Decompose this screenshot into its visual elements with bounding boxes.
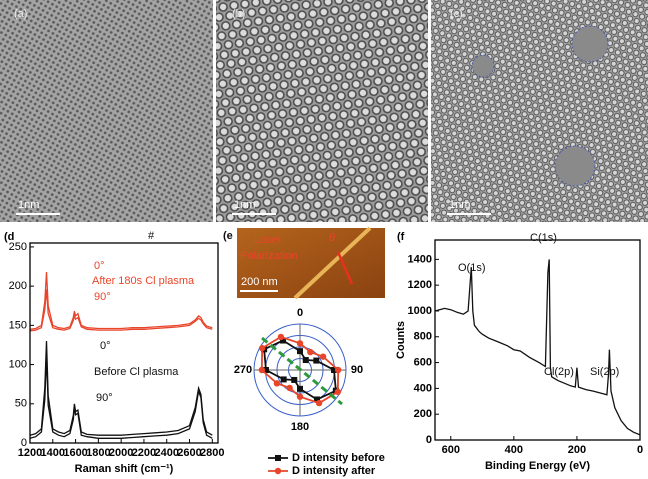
annotation: 90° [96, 392, 113, 404]
y-tick-label: 0 [426, 434, 432, 446]
polar-marker [286, 385, 292, 391]
annotation: C(1s) [530, 232, 557, 244]
tem-image-b: (b) 1nm [216, 0, 428, 222]
panel-label: (f [397, 231, 405, 243]
polarization-axis [262, 338, 342, 404]
panel-label: (a) [14, 8, 27, 20]
panel-label: (e [223, 230, 233, 242]
x-tick-label: 600 [442, 444, 460, 456]
annotation: Before Cl plasma [94, 366, 179, 378]
legend-label: D intensity after [292, 465, 376, 477]
polar-marker [316, 400, 322, 406]
y-tick-label: 200 [414, 408, 432, 420]
theta-tick-label: 90 [351, 364, 363, 376]
data-line [435, 259, 640, 434]
defect [472, 55, 494, 77]
legend-marker [275, 468, 281, 474]
polar-marker [278, 334, 284, 340]
annotation: 0° [94, 260, 105, 272]
y-tick-label: 1000 [408, 305, 432, 317]
scale-label: 200 nm [241, 276, 278, 288]
y-axis-label: Counts [395, 321, 407, 359]
panel-label: (b) [232, 8, 245, 20]
annotation: Cl(2p) [544, 366, 574, 378]
x-tick-label: 2000 [109, 447, 133, 459]
y-tick-label: 1200 [408, 279, 432, 291]
x-tick-label: 2400 [154, 447, 178, 459]
legend-label: D intensity before [292, 452, 385, 464]
afm-text: θ [329, 232, 335, 244]
polar-marker [281, 376, 287, 382]
polar-marker [297, 348, 303, 354]
afm-text: Polarization [240, 250, 297, 262]
y-tick-label: 600 [414, 356, 432, 368]
x-tick-label: 1400 [41, 447, 65, 459]
x-tick-label: 1800 [86, 447, 110, 459]
tem-image-a: (a) 1nm [0, 0, 213, 222]
polar-marker [313, 358, 319, 364]
y-tick-label: 800 [414, 331, 432, 343]
polar-marker [320, 353, 326, 359]
y-tick-label: 1400 [408, 253, 432, 265]
polar-marker [274, 380, 280, 386]
afm-image: (e Laser Polarization θ 200 nm [223, 228, 385, 298]
defect [572, 26, 608, 62]
scale-label: 1nm [449, 199, 470, 211]
legend-marker [275, 455, 281, 461]
y-tick-label: 200 [9, 280, 27, 292]
x-tick-label: 0 [637, 444, 643, 456]
tem-image-c: (c) 1nm [431, 0, 648, 222]
theta-tick-label: 180 [291, 421, 309, 433]
scale-label: 1nm [18, 199, 39, 211]
x-tick-label: 2600 [177, 447, 201, 459]
x-tick-label: 2200 [132, 447, 156, 459]
polar-marker [335, 389, 341, 395]
polar-marker [297, 340, 303, 346]
y-tick-label: 400 [414, 382, 432, 394]
x-tick-label: 200 [568, 444, 586, 456]
polar-marker [307, 349, 313, 355]
annotation: 0° [100, 340, 111, 352]
annotation: Si(2p) [590, 366, 619, 378]
y-tick-label: 100 [9, 358, 27, 370]
annotation: After 180s Cl plasma [92, 275, 195, 287]
x-tick-label: 400 [505, 444, 523, 456]
y-tick-label: 150 [9, 319, 27, 331]
annotation: # [148, 230, 155, 242]
theta-tick-label: 270 [234, 364, 252, 376]
x-axis-label: Binding Energy (eV) [485, 460, 590, 472]
data-line [30, 341, 212, 435]
polar-marker [335, 367, 341, 373]
panel-label: (d [4, 231, 14, 243]
annotation: O(1s) [458, 262, 486, 274]
polar-marker [297, 393, 303, 399]
polar-marker [291, 377, 297, 383]
figure: (a) 1nm (b) 1nm (c) 1nm (e Laser Polariz… [0, 0, 648, 479]
y-tick-label: 0 [21, 437, 27, 449]
defect [555, 146, 595, 186]
polar-marker [297, 386, 303, 392]
x-axis-label: Raman shift (cm⁻¹) [75, 463, 174, 475]
polar-marker [303, 357, 309, 363]
x-tick-label: 1600 [63, 447, 87, 459]
y-tick-label: 50 [15, 398, 27, 410]
scale-label: 1nm [234, 199, 255, 211]
plot-frame [30, 243, 218, 443]
annotation: 90° [94, 291, 111, 303]
afm-text: Laser [254, 234, 282, 246]
polar-marker [259, 345, 265, 351]
panel-label: (c) [450, 8, 463, 20]
theta-tick-label: 0 [297, 307, 303, 319]
polar-marker [259, 367, 265, 373]
x-tick-label: 2800 [200, 447, 224, 459]
